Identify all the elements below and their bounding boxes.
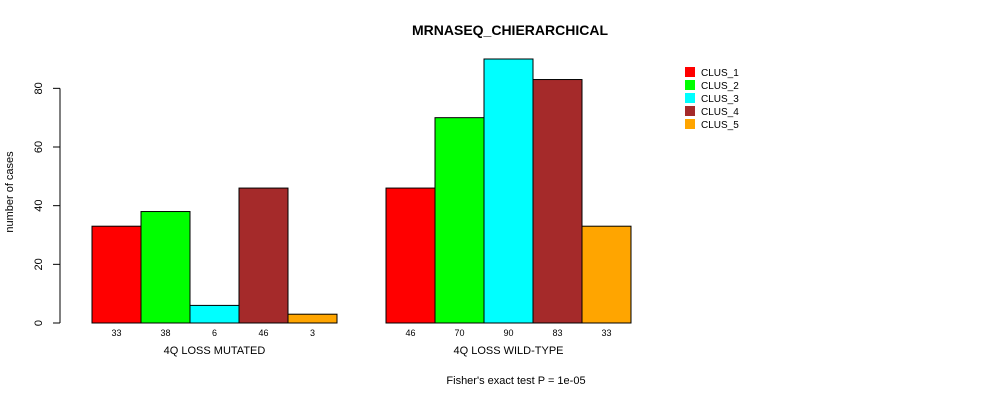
bar-2-clus-2 — [434, 117, 485, 324]
y-axis-label: number of cases — [4, 151, 16, 233]
legend-swatch — [685, 119, 695, 129]
bar-2-clus-4 — [532, 79, 583, 324]
bar-1-clus-4 — [238, 187, 289, 324]
bar-value-label: 46 — [405, 328, 415, 338]
bar-value-label: 90 — [503, 328, 513, 338]
legend-swatch — [685, 67, 695, 77]
bar-value-label: 33 — [111, 328, 121, 338]
bar-value-label: 70 — [454, 328, 464, 338]
group-label: 4Q LOSS WILD-TYPE — [453, 345, 563, 357]
bar-value-label: 83 — [552, 328, 562, 338]
legend-swatch — [685, 106, 695, 116]
bar-2-clus-5 — [581, 225, 632, 324]
legend-label: CLUS_4 — [701, 107, 739, 118]
bar-value-label: 6 — [212, 328, 217, 338]
x-axis-label: Fisher's exact test P = 1e-05 — [446, 375, 585, 387]
bar-value-label: 3 — [310, 328, 315, 338]
legend-label: CLUS_1 — [701, 68, 739, 79]
bar-value-label: 46 — [258, 328, 268, 338]
bar-2-clus-3 — [483, 58, 534, 324]
y-tick-label: 80 — [33, 82, 45, 94]
bar-1-clus-1 — [91, 225, 142, 324]
y-tick-label: 60 — [33, 141, 45, 153]
y-tick-label: 20 — [33, 258, 45, 270]
legend-label: CLUS_5 — [701, 120, 739, 131]
y-tick-label: 40 — [33, 200, 45, 212]
legend: CLUS_1 CLUS_2 CLUS_3 CLUS_4 CLUS_5 — [685, 67, 739, 131]
legend-swatch — [685, 80, 695, 90]
legend-label: CLUS_2 — [701, 81, 739, 92]
bars — [91, 58, 632, 324]
bar-2-clus-1 — [385, 187, 436, 324]
y-tick-label: 0 — [33, 320, 45, 326]
bar-1-clus-2 — [140, 211, 191, 324]
y-axis: 0 20 40 60 80 — [33, 82, 61, 326]
legend-swatch — [685, 93, 695, 103]
bar-value-labels: 33 38 6 46 3 46 70 90 83 33 — [111, 328, 611, 338]
group-label: 4Q LOSS MUTATED — [164, 345, 266, 357]
bar-1-clus-5 — [287, 313, 338, 324]
bar-value-label: 33 — [601, 328, 611, 338]
bar-1-clus-3 — [189, 304, 240, 324]
bar-value-label: 38 — [160, 328, 170, 338]
chart-title: MRNASEQ_CHIERARCHICAL — [412, 22, 608, 38]
legend-label: CLUS_3 — [701, 94, 739, 105]
group-labels: 4Q LOSS MUTATED 4Q LOSS WILD-TYPE — [164, 345, 564, 357]
